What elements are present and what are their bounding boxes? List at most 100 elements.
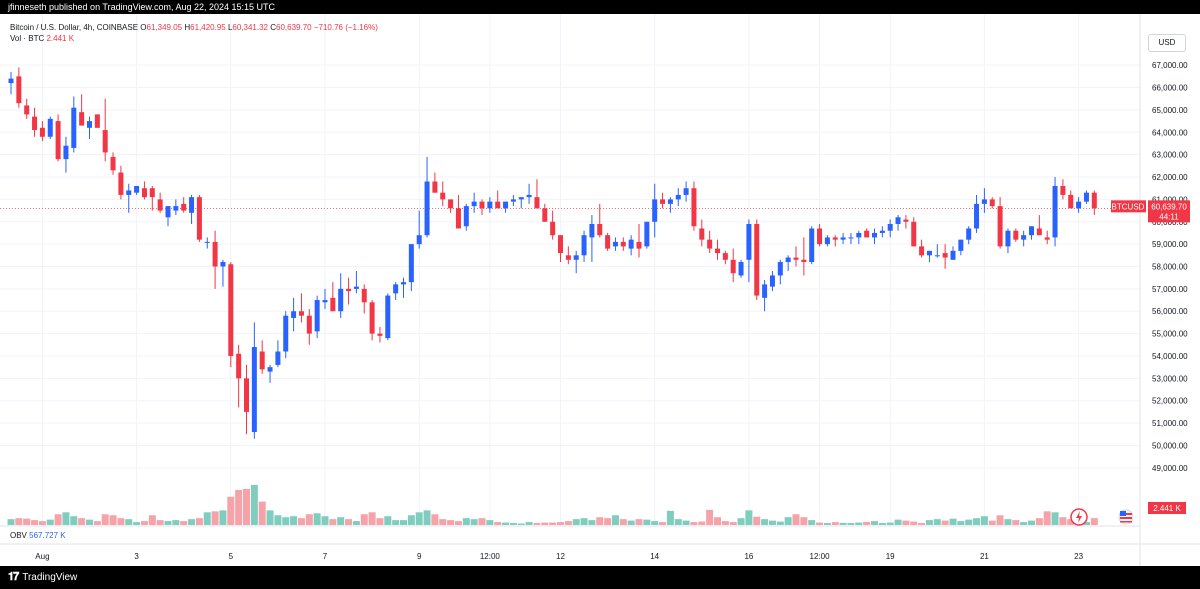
time-tick-label: 23 bbox=[1074, 552, 1083, 561]
candle-body bbox=[605, 235, 611, 249]
candle-body bbox=[259, 351, 265, 370]
currency-selector[interactable]: USD bbox=[1148, 34, 1186, 52]
open-label: O bbox=[140, 23, 147, 32]
price-tick-label: 66,000.00 bbox=[1152, 84, 1188, 93]
volume-bar bbox=[454, 521, 462, 525]
candle-body bbox=[589, 224, 595, 238]
candle-body bbox=[134, 185, 140, 193]
volume-bar bbox=[290, 516, 298, 525]
price-tick-label: 54,000.00 bbox=[1152, 352, 1188, 361]
volume-bar bbox=[627, 520, 635, 525]
volume-bar bbox=[878, 523, 886, 525]
volume-bar bbox=[133, 522, 141, 525]
candle-body bbox=[448, 199, 454, 209]
footer-bar: 𝟏𝟕 TradingView bbox=[0, 566, 1200, 589]
volume-bar bbox=[596, 517, 604, 525]
candle-body bbox=[346, 288, 352, 292]
candle-body bbox=[856, 232, 862, 238]
candle-body bbox=[722, 253, 728, 260]
candle-body bbox=[573, 255, 579, 260]
volume-bar bbox=[250, 485, 258, 525]
chart-area[interactable]: 67,000.00 66,000.00 65,000.00 64,000.00 63,0… bbox=[0, 14, 1200, 566]
volume-bar bbox=[800, 517, 808, 525]
candle-body bbox=[942, 253, 948, 258]
candle-body bbox=[87, 121, 92, 128]
obv-label[interactable]: OBV bbox=[10, 531, 27, 540]
volume-row: Vol · BTC 2.441 K bbox=[10, 33, 378, 44]
volume-bar bbox=[643, 519, 651, 525]
candle-body bbox=[377, 333, 383, 336]
volume-bar bbox=[549, 522, 557, 525]
volume-bar bbox=[329, 519, 337, 525]
price-chart[interactable]: 67,000.00 66,000.00 65,000.00 64,000.00 63,0… bbox=[0, 14, 1200, 566]
volume-bar bbox=[714, 517, 721, 525]
candle-body bbox=[244, 378, 249, 412]
candle-body bbox=[298, 311, 304, 316]
volume-bar bbox=[23, 518, 31, 525]
volume-bar bbox=[619, 519, 627, 525]
volume-bar bbox=[345, 519, 353, 525]
volume-bar bbox=[109, 515, 117, 525]
lightning-icon[interactable] bbox=[1070, 508, 1088, 526]
candle-body bbox=[715, 248, 720, 254]
price-tick-label: 52,000.00 bbox=[1152, 397, 1188, 406]
candle-body bbox=[149, 188, 155, 198]
volume-bar bbox=[62, 512, 70, 525]
candle-body bbox=[8, 78, 14, 84]
candle-body bbox=[1060, 185, 1066, 195]
price-tick-label: 59,000.00 bbox=[1152, 240, 1188, 249]
volume-bar bbox=[533, 523, 541, 525]
volume-label[interactable]: Vol · BTC bbox=[10, 34, 45, 43]
volume-bar bbox=[768, 520, 776, 525]
volume-bar bbox=[580, 518, 588, 525]
volume-bar bbox=[180, 521, 188, 525]
candle-body bbox=[997, 206, 1003, 247]
volume-bar bbox=[525, 522, 533, 525]
candle-body bbox=[966, 228, 972, 240]
volume-bar bbox=[1090, 518, 1098, 525]
candle-body bbox=[196, 197, 202, 240]
volume-bar bbox=[784, 517, 792, 525]
volume-bar bbox=[1051, 512, 1059, 525]
candle-body bbox=[1076, 201, 1082, 209]
price-tag-symbol-bg bbox=[1111, 200, 1146, 213]
candle-body bbox=[762, 284, 768, 298]
volume-bar bbox=[486, 520, 494, 525]
candle-body bbox=[385, 295, 391, 339]
obv-legend: OBV 567.727 K bbox=[10, 531, 66, 540]
candle-body bbox=[738, 262, 744, 276]
candle-body bbox=[330, 297, 336, 312]
volume-bar bbox=[557, 522, 564, 525]
candle-body bbox=[746, 224, 752, 260]
volume-bar bbox=[674, 519, 682, 525]
price-tick-label: 67,000.00 bbox=[1152, 61, 1188, 70]
candle-body bbox=[189, 197, 195, 213]
price-tick-label: 65,000.00 bbox=[1152, 106, 1188, 115]
candle-body bbox=[39, 127, 45, 137]
candle-body bbox=[157, 199, 163, 211]
candle-body bbox=[558, 235, 563, 254]
candle-body bbox=[879, 230, 885, 233]
volume-bar bbox=[965, 519, 973, 525]
volume-bars bbox=[7, 485, 1098, 525]
volume-bar bbox=[337, 517, 345, 525]
symbol-title[interactable]: Bitcoin / U.S. Dollar, 4h, COINBASE bbox=[10, 23, 139, 32]
volume-bar bbox=[321, 516, 329, 525]
candle-body bbox=[141, 188, 147, 198]
volume-bar bbox=[54, 514, 62, 525]
volume-bar bbox=[863, 521, 871, 525]
volume-bar bbox=[392, 520, 400, 525]
volume-bar bbox=[831, 522, 839, 525]
high-value: 61,420.95 bbox=[190, 23, 226, 32]
volume-bar bbox=[188, 519, 196, 525]
us-flag-icon[interactable] bbox=[1118, 509, 1134, 525]
candle-body bbox=[597, 224, 603, 236]
candle-body bbox=[612, 241, 618, 247]
tradingview-logo[interactable]: 𝟏𝟕 TradingView bbox=[0, 566, 77, 589]
candle-body bbox=[911, 221, 917, 247]
volume-bar bbox=[227, 496, 235, 525]
volume-bar bbox=[195, 518, 203, 525]
time-tick-label: 7 bbox=[323, 552, 328, 561]
volume-bar bbox=[235, 489, 243, 525]
low-value: 60,341.32 bbox=[232, 23, 268, 32]
